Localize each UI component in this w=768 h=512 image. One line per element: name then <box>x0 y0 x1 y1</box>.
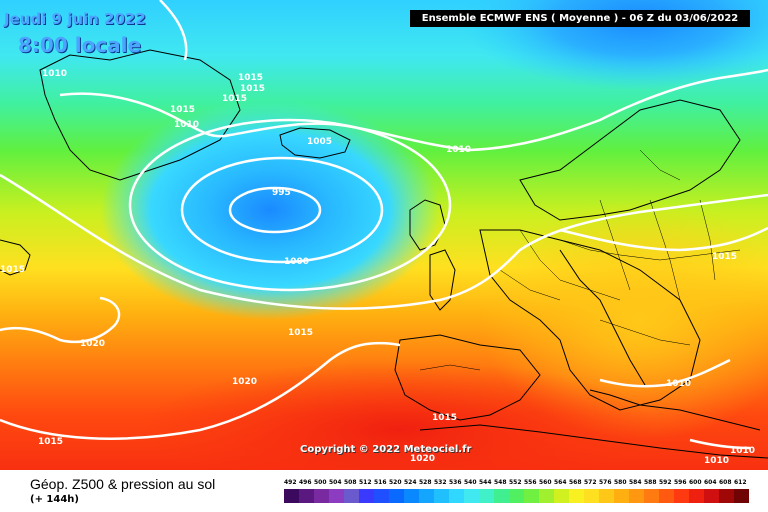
legend-subtitle: (+ 144h) <box>30 494 79 505</box>
isobar-label: 1015 <box>238 73 263 83</box>
color-scale-cell <box>344 489 359 503</box>
isobar-label: 995 <box>272 188 291 198</box>
color-scale-label: 548 <box>494 479 507 486</box>
weather-map: 1010 1015 1015 1015 1015 1010 1005 995 1… <box>0 0 768 470</box>
color-scale-cell <box>314 489 329 503</box>
color-scale-label: 600 <box>689 479 702 486</box>
model-run-banner: Ensemble ECMWF ENS ( Moyenne ) - 06 Z du… <box>410 10 750 27</box>
isobar-label: 1010 <box>42 69 67 79</box>
color-scale-label: 604 <box>704 479 717 486</box>
color-scale-cell <box>539 489 554 503</box>
color-scale-cell <box>479 489 494 503</box>
legend-title: Géop. Z500 & pression au sol <box>30 476 216 492</box>
color-scale-bar <box>284 489 749 503</box>
isobar-label: 1010 <box>704 456 729 466</box>
color-scale-cell <box>614 489 629 503</box>
color-scale-label: 512 <box>359 479 372 486</box>
color-scale-label: 580 <box>614 479 627 486</box>
color-scale-label: 592 <box>659 479 672 486</box>
color-scale-label: 588 <box>644 479 657 486</box>
color-scale-label: 540 <box>464 479 477 486</box>
color-scale-label: 572 <box>584 479 597 486</box>
color-scale-cell <box>719 489 734 503</box>
isobar-label: 1010 <box>730 446 755 456</box>
color-scale-cell <box>629 489 644 503</box>
isobar-label: 1015 <box>240 84 265 94</box>
color-scale-cell <box>404 489 419 503</box>
copyright-notice: Copyright © 2022 Meteociel.fr <box>300 444 472 455</box>
isobar-label: 1015 <box>222 94 247 104</box>
isobar-label: 1015 <box>712 252 737 262</box>
color-scale-cell <box>569 489 584 503</box>
color-scale-cell <box>509 489 524 503</box>
isobar-lines <box>0 0 768 448</box>
low-pressure-core <box>100 100 440 320</box>
color-scale-cell <box>464 489 479 503</box>
color-scale-cell <box>659 489 674 503</box>
legend-footer: Géop. Z500 & pression au sol (+ 144h) 49… <box>0 470 768 512</box>
color-scale-cell <box>584 489 599 503</box>
color-scale-label: 528 <box>419 479 432 486</box>
isobar-label: 1015 <box>0 265 25 275</box>
color-scale-label: 552 <box>509 479 522 486</box>
coastlines <box>0 49 768 459</box>
color-scale-cell <box>449 489 464 503</box>
color-scale-label: 556 <box>524 479 537 486</box>
color-scale-label: 564 <box>554 479 567 486</box>
forecast-date: Jeudi 9 juin 2022 <box>4 10 146 28</box>
color-scale-label: 516 <box>374 479 387 486</box>
color-scale-cell <box>299 489 314 503</box>
color-scale-label: 596 <box>674 479 687 486</box>
color-scale-cell <box>389 489 404 503</box>
color-scale-cell <box>374 489 389 503</box>
color-scale-cell <box>524 489 539 503</box>
color-scale-cell <box>434 489 449 503</box>
color-scale-cell <box>494 489 509 503</box>
color-scale-cell <box>359 489 374 503</box>
color-scale-label: 492 <box>284 479 297 486</box>
isobar-labels: 1010 1015 1015 1015 1015 1010 1005 995 1… <box>0 69 755 466</box>
color-scale-label: 608 <box>719 479 732 486</box>
color-scale-label: 524 <box>404 479 417 486</box>
isobar-label: 1015 <box>432 413 457 423</box>
isobar-label: 1005 <box>307 137 332 147</box>
color-scale-cell <box>284 489 299 503</box>
color-scale-cell <box>644 489 659 503</box>
color-scale-label: 508 <box>344 479 357 486</box>
isobar-label: 1010 <box>446 145 471 155</box>
isobar-label: 1015 <box>38 437 63 447</box>
color-scale-label: 504 <box>329 479 342 486</box>
color-scale-cell <box>704 489 719 503</box>
isobar-label: 1010 <box>666 379 691 389</box>
color-scale-label: 568 <box>569 479 582 486</box>
isobar-label: 1010 <box>174 120 199 130</box>
isobar-label: 1000 <box>284 257 309 267</box>
color-scale-label: 584 <box>629 479 642 486</box>
color-scale-label: 576 <box>599 479 612 486</box>
color-scale-label: 500 <box>314 479 327 486</box>
color-scale-label: 536 <box>449 479 462 486</box>
isobar-label: 1015 <box>288 328 313 338</box>
color-scale-label: 560 <box>539 479 552 486</box>
forecast-time: 8:00 locale <box>18 33 142 57</box>
color-scale-cell <box>674 489 689 503</box>
isobar-label: 1015 <box>170 105 195 115</box>
color-scale-cell <box>329 489 344 503</box>
color-scale-label: 496 <box>299 479 312 486</box>
color-scale-cell <box>554 489 569 503</box>
country-borders <box>419 149 741 371</box>
color-scale-cell <box>599 489 614 503</box>
color-scale-label: 612 <box>734 479 747 486</box>
color-scale-cell <box>689 489 704 503</box>
color-scale-label: 520 <box>389 479 402 486</box>
isobar-label: 1020 <box>80 339 105 349</box>
color-scale-cell <box>419 489 434 503</box>
isobar-label: 1020 <box>232 377 257 387</box>
color-scale-label: 544 <box>479 479 492 486</box>
color-scale-cell <box>734 489 749 503</box>
color-scale-label: 532 <box>434 479 447 486</box>
isobar-label: 1020 <box>410 454 435 464</box>
